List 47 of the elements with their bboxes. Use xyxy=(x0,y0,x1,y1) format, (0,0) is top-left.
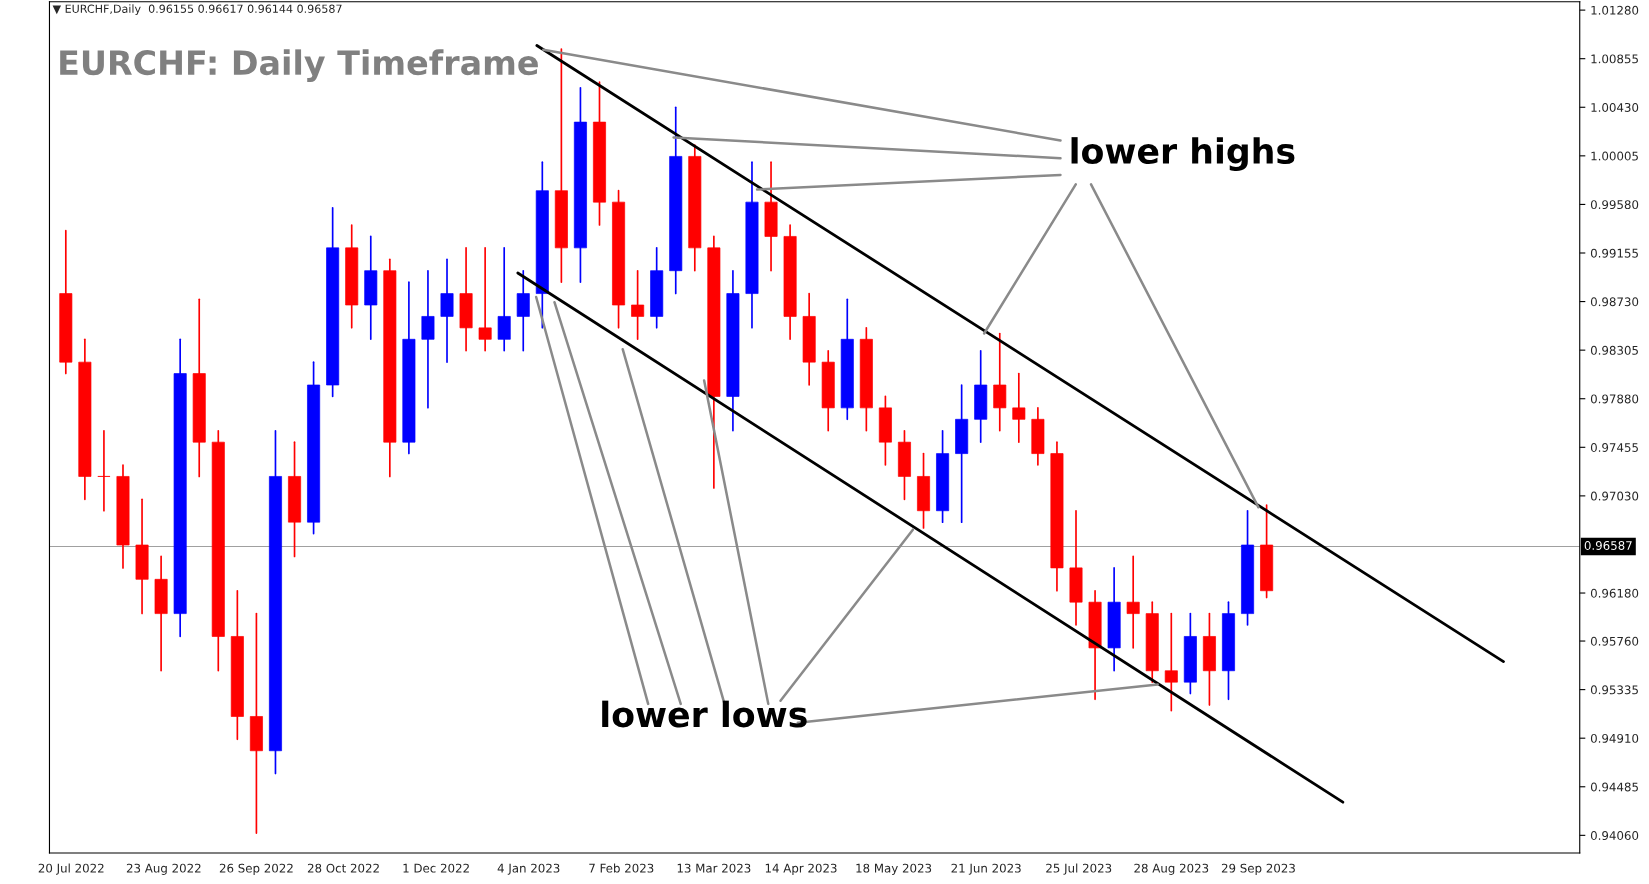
y-tick-label: 0.94485 xyxy=(1590,782,1638,792)
y-tick-label: 1.01280 xyxy=(1591,5,1639,15)
y-tick-label: 1.00855 xyxy=(1591,54,1638,64)
candlestick xyxy=(97,429,111,512)
candlestick xyxy=(516,269,530,352)
y-tick-label: 0.97455 xyxy=(1590,443,1638,452)
chart-subtitle: ▼ EURCHF,Daily 0.96155 0.96617 0.96144 0.96587 xyxy=(52,4,342,16)
x-tick-label: 23 Aug 2022 xyxy=(126,863,201,875)
y-tick-label: 0.97030 xyxy=(1590,491,1639,501)
x-tick-label: 7 Feb 2023 xyxy=(589,863,654,873)
x-tick-label: 28 Oct 2022 xyxy=(307,863,379,873)
x-tick-label: 1 Dec 2022 xyxy=(403,863,469,873)
annotation: lower lows xyxy=(602,700,807,728)
y-tick-label: 0.98305 xyxy=(1590,345,1638,355)
candlestick xyxy=(478,247,492,352)
ref-line-label: 0.96587 xyxy=(1584,541,1632,550)
y-tick-label: 0.94060 xyxy=(1590,831,1639,840)
x-tick-label: 29 Sep 2023 xyxy=(1221,863,1295,875)
candlestick xyxy=(993,332,1007,432)
candlestick xyxy=(1012,372,1026,443)
y-tick-label: 0.95335 xyxy=(1590,685,1638,695)
candlestick xyxy=(497,247,511,352)
candlestick xyxy=(1126,555,1140,649)
x-tick-label: 13 Mar 2023 xyxy=(677,863,751,873)
y-tick-label: 0.95760 xyxy=(1590,636,1639,646)
y-tick-label: 0.99155 xyxy=(1590,248,1638,258)
candlestick xyxy=(440,258,454,363)
text: EURCHF: Daily Timeframe xyxy=(60,49,538,82)
y-tick-label: 0.94910 xyxy=(1590,733,1639,743)
annotation: lower highs xyxy=(1071,137,1295,172)
x-tick-label: 28 Aug 2023 xyxy=(1134,863,1209,875)
x-tick-label: 25 Jul 2023 xyxy=(1046,863,1112,875)
y-tick-label: 1.00005 xyxy=(1591,151,1638,161)
x-tick-label: 18 May 2023 xyxy=(856,863,932,875)
candlestick xyxy=(631,269,645,341)
x-tick-label: 14 Apr 2023 xyxy=(765,863,837,875)
x-tick-label: 4 Jan 2023 xyxy=(497,863,560,875)
y-tick-label: 0.97880 xyxy=(1590,394,1639,404)
y-tick-label: 0.98730 xyxy=(1590,297,1639,307)
x-tick-label: 20 Jul 2022 xyxy=(38,863,104,875)
x-tick-label: 26 Sep 2022 xyxy=(219,863,293,875)
y-tick-label: 0.99580 xyxy=(1590,200,1639,210)
candlestick xyxy=(1164,612,1178,712)
x-tick-label: 21 Jun 2023 xyxy=(951,863,1021,875)
y-tick-label: 0.96180 xyxy=(1590,588,1639,598)
candlestick xyxy=(421,269,435,409)
y-tick-label: 1.00430 xyxy=(1591,102,1639,112)
